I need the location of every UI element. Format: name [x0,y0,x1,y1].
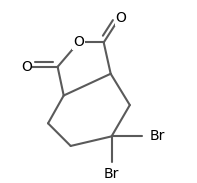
Text: Br: Br [150,129,165,143]
Text: O: O [73,36,84,49]
Text: O: O [116,11,126,25]
Text: O: O [21,60,32,74]
Text: Br: Br [104,167,119,181]
